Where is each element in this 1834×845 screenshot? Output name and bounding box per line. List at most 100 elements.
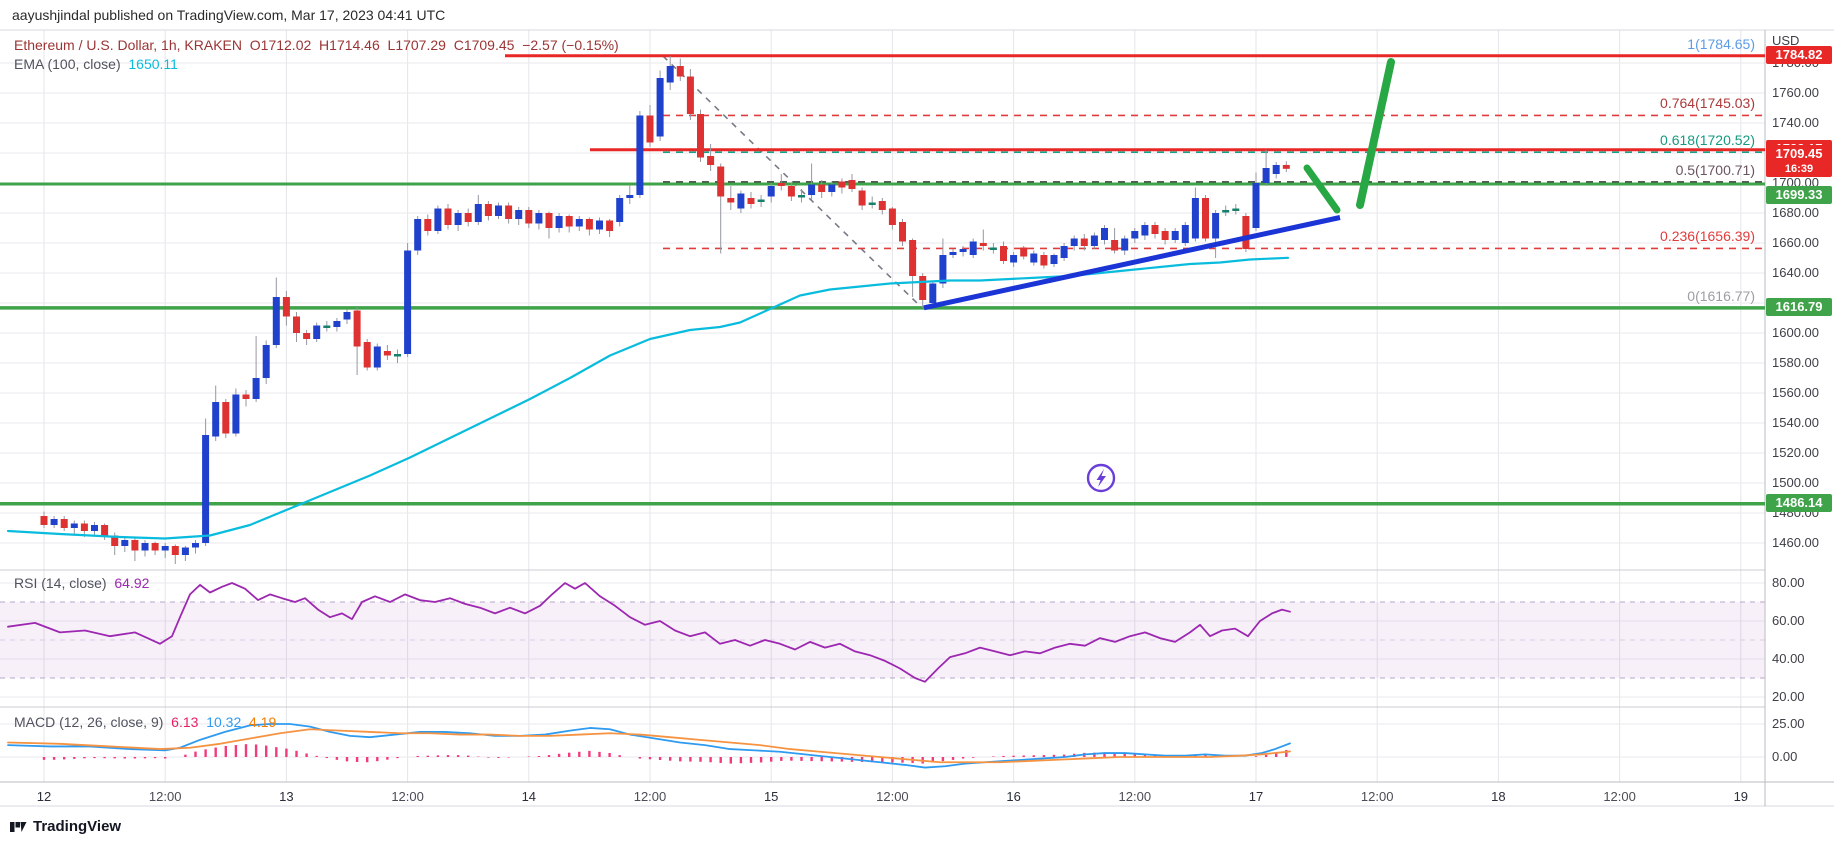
candle-body bbox=[141, 543, 149, 551]
candle-body bbox=[404, 250, 412, 354]
rsi-tick-label[interactable]: 80.00 bbox=[1772, 575, 1805, 590]
time-tick-label[interactable]: 12:00 bbox=[876, 789, 909, 804]
ohlc-values: O1712.02 H1714.46 L1707.29 C1709.45 −2.5… bbox=[249, 37, 619, 53]
candle-body bbox=[1090, 235, 1098, 246]
price-tick-label[interactable]: 1640.00 bbox=[1772, 265, 1819, 280]
candle-body bbox=[515, 210, 523, 219]
rsi-legend: RSI (14, close) 64.92 bbox=[14, 575, 149, 591]
rsi-tick-label[interactable]: 20.00 bbox=[1772, 689, 1805, 704]
price-tick-label[interactable]: 1460.00 bbox=[1772, 535, 1819, 550]
candle-body bbox=[1000, 246, 1007, 261]
macd-hist-value: 6.13 bbox=[171, 714, 199, 730]
price-badge: 1784.82 bbox=[1766, 45, 1832, 64]
candle-body bbox=[1151, 225, 1159, 234]
candle-body bbox=[50, 519, 58, 525]
time-tick-label[interactable]: 12:00 bbox=[148, 789, 182, 804]
time-tick-label[interactable]: 12 bbox=[36, 789, 52, 804]
price-tick-label[interactable]: 1540.00 bbox=[1772, 415, 1819, 430]
time-tick-label[interactable]: 19 bbox=[1733, 789, 1749, 804]
candle-body bbox=[1030, 253, 1038, 263]
candle-body bbox=[828, 184, 836, 192]
candle-body bbox=[70, 523, 78, 528]
price-tick-label[interactable]: 1600.00 bbox=[1772, 325, 1819, 340]
price-tick-label[interactable]: 1520.00 bbox=[1772, 445, 1819, 460]
price-tick-label[interactable]: 1760.00 bbox=[1772, 85, 1819, 100]
candle-body bbox=[1010, 255, 1018, 263]
time-tick-label[interactable]: 13 bbox=[279, 789, 294, 804]
price-tick-label[interactable]: 1740.00 bbox=[1772, 115, 1819, 130]
candle-body bbox=[1131, 231, 1139, 239]
time-tick-label[interactable]: 15 bbox=[763, 789, 779, 804]
candle-body bbox=[767, 186, 775, 197]
candle-body bbox=[474, 204, 482, 222]
candle-body bbox=[495, 205, 502, 216]
candle-body bbox=[363, 342, 371, 368]
tradingview-footer[interactable]: TradingView bbox=[10, 818, 121, 835]
candle-body bbox=[666, 66, 674, 83]
candle-body bbox=[262, 345, 270, 378]
candle-body bbox=[242, 394, 250, 399]
candle-body bbox=[40, 516, 48, 525]
candle-body bbox=[181, 547, 189, 555]
price-tick-label[interactable]: 1500.00 bbox=[1772, 475, 1819, 490]
candle-body bbox=[697, 114, 704, 158]
macd-label: MACD (12, 26, close, 9) bbox=[14, 714, 172, 730]
candle-body bbox=[202, 435, 210, 543]
projection-arrow bbox=[1303, 164, 1341, 214]
time-tick-label[interactable]: 12:00 bbox=[633, 789, 667, 804]
fib-level-label: 0.618(1720.52) bbox=[1660, 132, 1755, 149]
rsi-value: 64.92 bbox=[114, 575, 150, 591]
macd-legend: MACD (12, 26, close, 9) 6.13 10.32 4.19 bbox=[14, 714, 276, 730]
time-tick-label[interactable]: 17 bbox=[1248, 789, 1264, 804]
symbol-legend: Ethereum / U.S. Dollar, 1h, KRAKEN O1712… bbox=[14, 37, 619, 53]
candle-body bbox=[979, 243, 987, 246]
candle-body bbox=[484, 204, 492, 216]
candle-body bbox=[353, 310, 361, 347]
price-tick-label[interactable]: 1660.00 bbox=[1772, 235, 1819, 250]
macd-tick-label[interactable]: 0.00 bbox=[1772, 749, 1798, 764]
time-tick-label[interactable]: 18 bbox=[1491, 789, 1506, 804]
candle-body bbox=[989, 247, 997, 250]
time-tick-label[interactable]: 12:00 bbox=[1118, 789, 1152, 804]
time-tick-label[interactable]: 12:00 bbox=[1360, 789, 1394, 804]
price-tick-label[interactable]: 1560.00 bbox=[1772, 385, 1819, 400]
candle-body bbox=[1121, 238, 1129, 251]
candle-body bbox=[60, 519, 68, 528]
macd-tick-label[interactable]: 25.00 bbox=[1772, 716, 1805, 731]
time-tick-label[interactable]: 12:00 bbox=[1603, 789, 1636, 804]
ema-legend: EMA (100, close) 1650.11 bbox=[14, 56, 178, 72]
candle-body bbox=[1080, 238, 1088, 246]
candle-body bbox=[293, 316, 300, 333]
ema-line bbox=[6, 256, 1290, 540]
candle-body bbox=[272, 297, 280, 345]
bar-countdown: 16:39 bbox=[1784, 162, 1814, 175]
ema-value: 1650.11 bbox=[128, 56, 178, 72]
candle-body bbox=[343, 312, 351, 320]
candle-body bbox=[1191, 198, 1199, 239]
price-tick-label[interactable]: 1680.00 bbox=[1772, 205, 1819, 220]
rsi-tick-label[interactable]: 40.00 bbox=[1772, 651, 1805, 666]
price-badge: 1699.33 bbox=[1766, 186, 1832, 204]
published-by-line: aayushjindal published on TradingView.co… bbox=[12, 7, 446, 23]
candle-body bbox=[636, 115, 644, 195]
fib-level-label: 0.5(1700.71) bbox=[1675, 161, 1755, 178]
rsi-tick-label[interactable]: 60.00 bbox=[1772, 613, 1805, 628]
candle-body bbox=[707, 156, 715, 165]
candle-body bbox=[1171, 231, 1179, 240]
time-tick-label[interactable]: 16 bbox=[1006, 789, 1021, 804]
candle-body bbox=[525, 210, 533, 224]
candle-body bbox=[838, 181, 846, 188]
price-badge-value: 1699.33 bbox=[1775, 187, 1823, 202]
candle-body bbox=[929, 283, 937, 303]
candle-body bbox=[80, 523, 88, 531]
symbol-title: Ethereum / U.S. Dollar, 1h, KRAKEN bbox=[14, 37, 242, 53]
candle-body bbox=[171, 546, 179, 555]
time-tick-label[interactable]: 14 bbox=[521, 789, 537, 804]
time-tick-label[interactable]: 12:00 bbox=[391, 789, 424, 804]
candle-body bbox=[192, 543, 199, 548]
candle-body bbox=[1202, 198, 1209, 239]
candle-body bbox=[1060, 246, 1068, 258]
price-tick-label[interactable]: 1580.00 bbox=[1772, 355, 1819, 370]
